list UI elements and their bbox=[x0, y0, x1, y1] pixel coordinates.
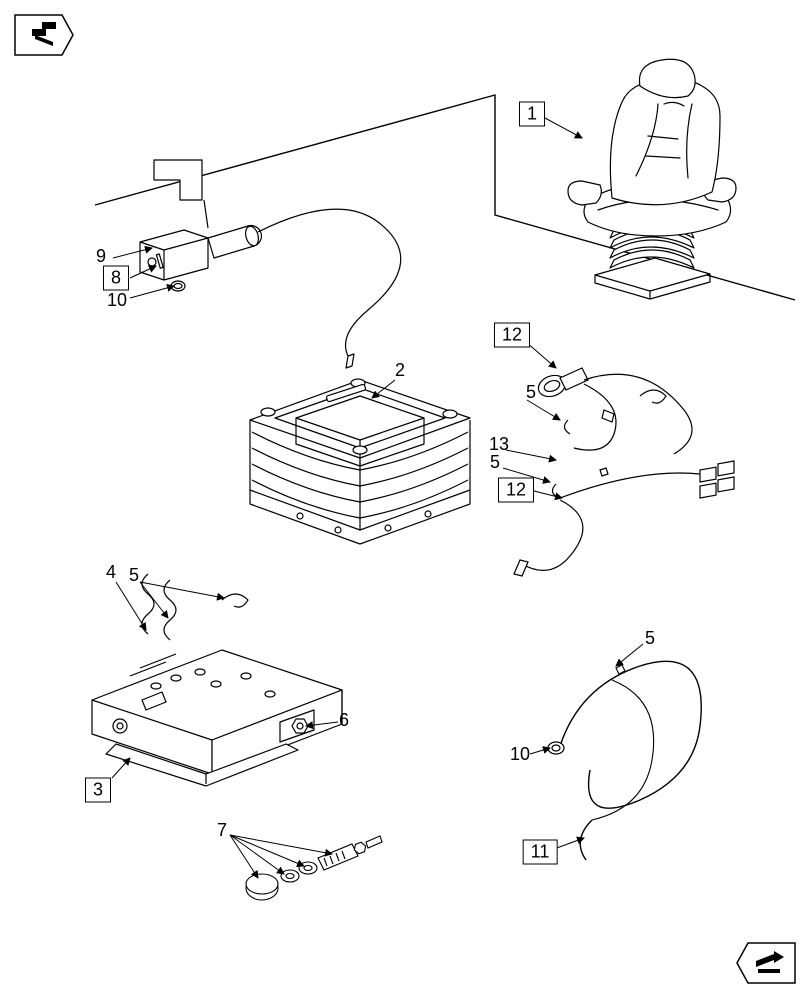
part-harness-lower bbox=[514, 461, 734, 576]
parts-diagram-svg bbox=[0, 0, 812, 1000]
callout-2: 2 bbox=[395, 361, 405, 379]
part-compressor bbox=[140, 160, 401, 368]
callout-5d: 5 bbox=[645, 629, 655, 647]
callout-10a: 10 bbox=[107, 291, 127, 309]
callout-4: 4 bbox=[106, 563, 116, 581]
part-plate bbox=[92, 574, 342, 786]
callout-5a: 5 bbox=[129, 566, 139, 584]
part-knob-set bbox=[246, 836, 382, 900]
callout-8: 8 bbox=[103, 266, 129, 291]
callout-12a: 12 bbox=[494, 323, 530, 348]
callout-10b: 10 bbox=[510, 745, 530, 763]
diagram-canvas: 1 2 3 4 5 5 5 5 6 7 8 9 10 10 11 12 12 1… bbox=[0, 0, 812, 1000]
part-seat bbox=[568, 59, 736, 299]
callout-5b: 5 bbox=[526, 383, 536, 401]
callout-5c: 5 bbox=[490, 453, 500, 471]
callout-9: 9 bbox=[96, 247, 106, 265]
callout-7: 7 bbox=[217, 821, 227, 839]
callout-11: 11 bbox=[523, 840, 558, 865]
part-hose bbox=[548, 661, 701, 860]
callout-6: 6 bbox=[339, 711, 349, 729]
callout-12b: 12 bbox=[498, 478, 534, 503]
callout-13: 13 bbox=[489, 435, 509, 453]
part-bellows bbox=[250, 379, 470, 544]
part-harness-upper bbox=[535, 368, 692, 454]
callout-3: 3 bbox=[85, 778, 111, 803]
callout-1: 1 bbox=[519, 102, 545, 127]
